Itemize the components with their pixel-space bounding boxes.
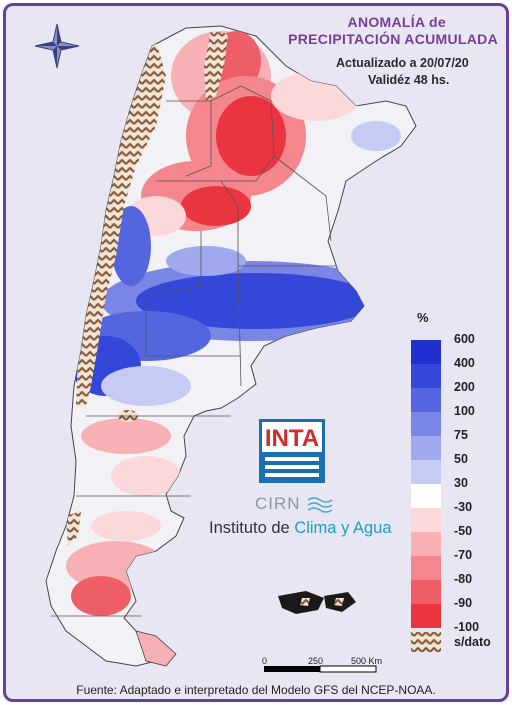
legend-unit: % [417, 310, 429, 325]
legend-swatch [411, 556, 441, 580]
legend-label: -90 [454, 596, 473, 610]
source-credit: Fuente: Adaptado e interpretado del Mode… [76, 683, 436, 697]
map-title-line1: ANOMALÍA de [347, 14, 446, 30]
legend-swatch [411, 364, 441, 388]
legend-swatches [411, 340, 441, 652]
legend-label: -50 [454, 524, 473, 538]
malvinas-islands [278, 591, 356, 614]
legend-swatch [411, 532, 441, 556]
updated-date: Actualizado a 20/07/20 [336, 56, 469, 70]
inta-logo-text: INTA [265, 425, 319, 452]
legend-label: 50 [454, 452, 468, 466]
scale-bar [264, 665, 377, 673]
scale-label-500: 500 Km [351, 656, 383, 666]
inta-logo-icon: INTA [259, 419, 325, 483]
map-frame: ANOMALÍA de PRECIPITACIÓN ACUMULADA Actu… [3, 3, 509, 702]
compass-rose-icon [34, 23, 80, 69]
map-title-line2: PRECIPITACIÓN ACUMULADA [288, 31, 498, 47]
cirn-logo-text: CIRN [255, 494, 336, 514]
legend-label: 30 [454, 476, 468, 490]
precipitation-map [34, 23, 441, 673]
legend-label: 75 [454, 428, 468, 442]
institute-name: Instituto de Clima y Agua [209, 519, 392, 537]
legend-swatch [411, 508, 441, 532]
legend-swatch [411, 388, 441, 412]
legend-label: -30 [454, 500, 473, 514]
legend-swatch [411, 484, 441, 508]
legend-label: 200 [454, 380, 475, 394]
legend-label: -100 [454, 620, 480, 634]
legend-label: -80 [454, 572, 473, 586]
cirn-waves-icon [307, 496, 333, 513]
legend-swatch [411, 580, 441, 604]
legend-label: 600 [454, 332, 475, 346]
scale-label-250: 250 [308, 656, 324, 666]
legend-label: 100 [454, 404, 475, 418]
legend-swatch [411, 604, 441, 628]
scale-label-0: 0 [262, 656, 268, 666]
legend-label: -70 [454, 548, 473, 562]
legend-swatch [411, 340, 441, 364]
legend-swatch [411, 412, 441, 436]
validity-text: Validéz 48 hs. [368, 73, 450, 87]
legend-swatch-nodata [411, 632, 441, 652]
legend-label: 400 [454, 356, 475, 370]
legend-swatch [411, 436, 441, 460]
legend-label-nodata: s/dato [454, 635, 491, 649]
legend-swatch [411, 460, 441, 484]
